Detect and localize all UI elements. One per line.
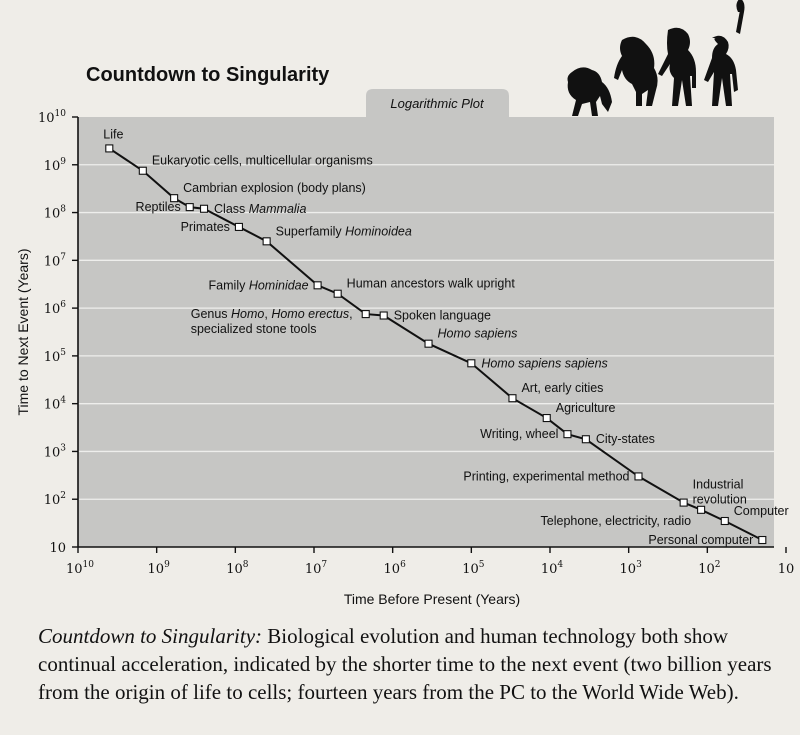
data-point-marker (379, 311, 388, 320)
x-tick-label: 108 (226, 560, 249, 577)
subtitle-tab-shape (366, 89, 509, 117)
y-tick-label: 102 (44, 491, 66, 508)
event-label: Homo sapiens sapiens (481, 356, 607, 370)
chart-title: Countdown to Singularity (86, 64, 330, 86)
ape-silhouette (567, 67, 612, 116)
data-point-marker (262, 237, 271, 246)
x-tick-label: 107 (305, 560, 328, 577)
data-point-marker (542, 413, 551, 423)
data-point-marker (720, 516, 729, 526)
event-labels: Life Eukaryotic cells, multicellular orga… (103, 127, 788, 547)
x-tick-label: 104 (541, 560, 564, 577)
data-point-marker (697, 505, 706, 514)
data-point-marker (581, 435, 590, 444)
y-tick-label: 105 (44, 348, 67, 365)
homo-erectus-silhouette (658, 27, 696, 106)
series-line (108, 147, 763, 541)
figure-caption: Countdown to Singularity: Biological evo… (38, 622, 778, 706)
event-label: Genus Homo, Homo erectus, specialized sto… (191, 307, 353, 336)
event-label: Industrial revolution (693, 478, 747, 507)
x-tick-label: 105 (462, 560, 485, 577)
data-point-marker (361, 310, 370, 319)
data-point-marker (424, 339, 433, 348)
data-point-marker (333, 289, 342, 298)
event-label: Writing, wheel (480, 427, 558, 441)
event-label: Superfamily Hominoidea (276, 224, 412, 238)
torch-icon (736, 0, 745, 34)
data-point-marker (234, 222, 243, 231)
y-axis-label: Time to Next Event (Years) (15, 248, 31, 415)
chart-subtitle: Logarithmic Plot (390, 96, 485, 111)
event-label: Family Hominidae (209, 278, 309, 292)
y-tick-label: 107 (44, 252, 67, 269)
x-tick-label: 103 (620, 560, 643, 577)
event-label: Primates (181, 220, 230, 234)
data-point-marker (138, 166, 147, 175)
plot-area (78, 117, 774, 547)
data-point-marker (170, 194, 179, 203)
event-label: Reptiles (136, 200, 181, 214)
y-tick-label: 10 (49, 541, 66, 556)
data-point-marker (508, 394, 517, 403)
modern-human-silhouette (704, 35, 738, 106)
data-point-marker (467, 359, 476, 368)
data-point-marker (634, 472, 643, 481)
x-tick-label: 102 (698, 560, 720, 577)
y-tick-label: 1010 (38, 109, 66, 126)
event-label: Telephone, electricity, radio (541, 514, 692, 528)
x-tick-label: 10 (778, 562, 795, 577)
x-axis-label: Time Before Present (Years) (344, 591, 520, 607)
event-label: Computer (734, 504, 789, 518)
event-label: Spoken language (394, 309, 491, 323)
event-label: Printing, experimental method (463, 469, 629, 483)
data-point-marker (758, 535, 767, 545)
event-label: Art, early cities (521, 381, 603, 395)
x-tick-label: 1010 (66, 560, 94, 577)
data-point-marker (185, 203, 194, 212)
data-point-marker (105, 144, 114, 153)
x-tick-label: 106 (384, 560, 407, 577)
event-label: Personal computer (648, 533, 753, 547)
data-series (105, 144, 767, 545)
event-label: Human ancestors walk upright (347, 277, 516, 291)
data-point-marker (563, 430, 572, 439)
y-tick-label: 104 (44, 396, 67, 413)
y-tick-label: 109 (44, 157, 67, 174)
caption-body: Biological evolution and human technolog… (38, 624, 772, 704)
y-tick-label: 106 (44, 300, 67, 317)
event-label: Agriculture (556, 401, 616, 415)
plot-background (78, 117, 774, 547)
data-point-marker (199, 204, 209, 213)
evolution-figures (567, 0, 745, 116)
plot-subtitle-tab: Logarithmic Plot (366, 89, 509, 117)
event-label: Cambrian explosion (body plans) (183, 181, 366, 195)
caption-title: Countdown to Singularity: (38, 624, 268, 648)
event-label: Life (103, 127, 123, 141)
event-label: Homo sapiens (438, 327, 518, 341)
event-label: City-states (596, 432, 655, 446)
data-point-marker (679, 498, 688, 507)
event-label: Eukaryotic cells, multicellular organism… (152, 154, 373, 168)
data-point-marker (313, 281, 322, 290)
event-label: Class Mammalia (214, 202, 306, 216)
x-tick-label: 109 (148, 560, 171, 577)
early-hominid-silhouette (614, 36, 658, 106)
grid-lines (78, 164, 774, 500)
y-tick-label: 103 (44, 443, 67, 460)
y-tick-label: 108 (44, 205, 67, 222)
